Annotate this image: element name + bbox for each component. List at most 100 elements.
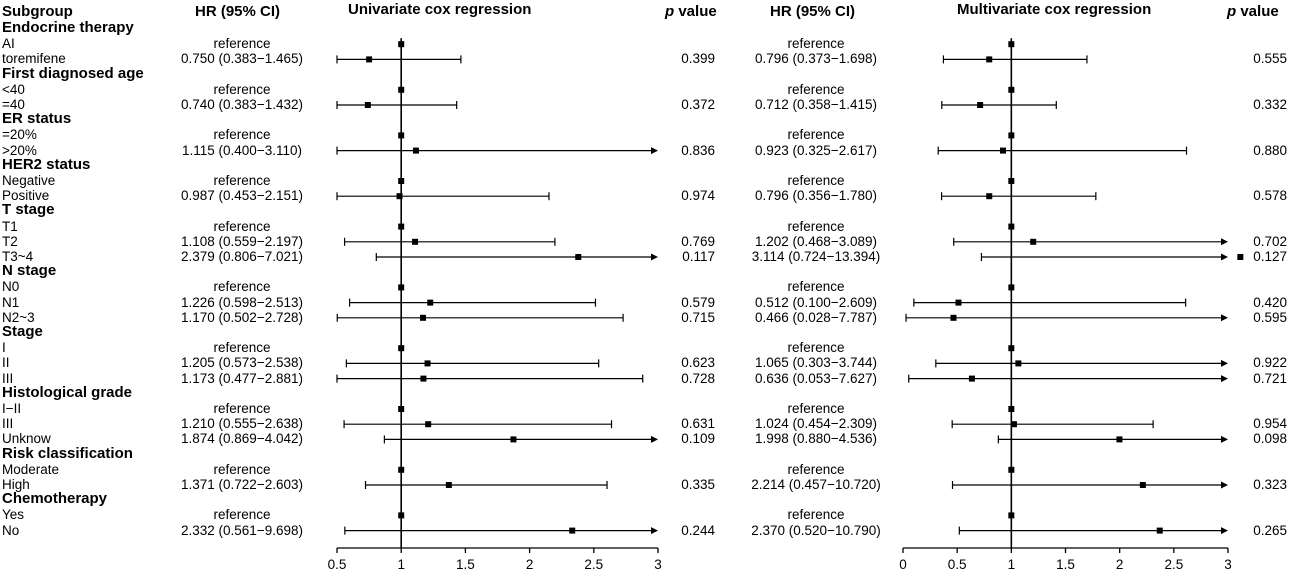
hr-point bbox=[420, 314, 427, 321]
subgroup-label: Yes bbox=[2, 507, 25, 523]
reference-marker bbox=[398, 132, 405, 139]
hr-ci-text: 1.024 (0.454−2.309) bbox=[755, 416, 877, 432]
hr-ci-text: reference bbox=[787, 218, 845, 234]
hr-ci-text: 2.332 (0.561−9.698) bbox=[181, 522, 303, 538]
hr-point bbox=[999, 147, 1006, 154]
p-value: 0.702 bbox=[1253, 233, 1287, 249]
p-value: 0.098 bbox=[1253, 431, 1287, 447]
x-tick-label: 2.5 bbox=[1164, 557, 1183, 572]
x-tick-label: 2.5 bbox=[584, 557, 603, 572]
p-rest: value bbox=[1236, 3, 1279, 20]
x-tick-label: 1 bbox=[397, 557, 405, 572]
p-italic: p bbox=[665, 3, 675, 20]
hr-ci-text: 1.170 (0.502−2.728) bbox=[181, 309, 303, 325]
ci-arrow bbox=[1221, 527, 1228, 535]
subgroup-header: Risk classification bbox=[2, 444, 133, 462]
x-tick-label: 3 bbox=[654, 557, 662, 572]
subgroup-label: High bbox=[2, 477, 30, 492]
hr-point bbox=[424, 360, 431, 367]
ci-arrow bbox=[1221, 359, 1228, 367]
hr-ci-text: 2.214 (0.457−10.720) bbox=[751, 477, 881, 492]
hr-ci-text: reference bbox=[213, 81, 271, 97]
ci-arrow bbox=[651, 435, 658, 443]
p-value: 0.244 bbox=[681, 522, 715, 538]
hr-point bbox=[445, 482, 452, 488]
hr-ci-text: 1.108 (0.559−2.197) bbox=[181, 233, 303, 249]
subgroup-label: III bbox=[2, 416, 14, 432]
ci-arrow bbox=[1221, 481, 1228, 489]
hr-ci-text: 2.370 (0.520−10.790) bbox=[751, 522, 881, 538]
hr-ci-text: 0.466 (0.028−7.787) bbox=[755, 309, 877, 325]
p-italic: p bbox=[1227, 3, 1237, 20]
p-value: 0.555 bbox=[1253, 51, 1287, 67]
subgroup-label: N1 bbox=[2, 294, 20, 310]
header-p-value-multivariate: p value bbox=[1227, 4, 1279, 20]
reference-marker bbox=[1008, 41, 1015, 48]
p-rest: value bbox=[674, 3, 717, 20]
hr-point bbox=[1139, 482, 1146, 488]
ci-arrow bbox=[651, 527, 658, 535]
x-tick-label: 1.5 bbox=[456, 557, 475, 572]
hr-ci-text: 1.371 (0.722−2.603) bbox=[181, 477, 303, 492]
hr-point bbox=[1015, 360, 1022, 367]
hr-ci-text: 1.202 (0.468−3.089) bbox=[755, 233, 877, 249]
subgroup-header: First diagnosed age bbox=[2, 64, 144, 82]
reference-marker bbox=[398, 86, 405, 93]
hr-ci-text: reference bbox=[213, 36, 271, 52]
subgroup-label: T1 bbox=[2, 218, 18, 234]
hr-ci-text: reference bbox=[213, 218, 271, 234]
p-value: 0.578 bbox=[1253, 188, 1287, 204]
hr-ci-text: reference bbox=[787, 81, 845, 97]
hr-ci-text: reference bbox=[213, 461, 271, 477]
hr-point bbox=[1010, 421, 1017, 428]
p-value: 0.109 bbox=[681, 431, 715, 447]
hr-point bbox=[425, 421, 432, 428]
hr-ci-text: reference bbox=[787, 127, 845, 143]
hr-ci-text: 0.987 (0.453−2.151) bbox=[181, 188, 303, 204]
subgroup-label: =40 bbox=[2, 97, 25, 112]
hr-ci-text: 3.114 (0.724−13.394) bbox=[751, 249, 881, 264]
x-tick-label: 0 bbox=[899, 557, 907, 572]
subgroup-header: Histological grade bbox=[2, 383, 133, 401]
hr-point bbox=[1237, 254, 1244, 260]
hr-point bbox=[412, 238, 419, 245]
subgroup-header: ER status bbox=[2, 110, 72, 128]
header-hr-univariate: HR (95% CI) bbox=[195, 3, 281, 20]
p-value: 0.335 bbox=[681, 477, 715, 492]
x-tick-label: 3 bbox=[1224, 557, 1232, 572]
reference-marker bbox=[1008, 178, 1015, 184]
subgroup-label: T3~4 bbox=[2, 249, 34, 264]
p-value: 0.715 bbox=[681, 309, 715, 325]
hr-ci-text: 2.379 (0.806−7.021) bbox=[181, 249, 303, 264]
reference-marker bbox=[1008, 512, 1015, 519]
hr-point bbox=[575, 254, 582, 260]
hr-ci-text: 1.173 (0.477−2.881) bbox=[181, 370, 303, 386]
p-value: 0.399 bbox=[681, 51, 715, 67]
p-value: 0.623 bbox=[681, 355, 715, 371]
reference-marker bbox=[398, 466, 405, 473]
hr-ci-text: reference bbox=[787, 507, 845, 523]
p-value: 0.595 bbox=[1253, 309, 1287, 325]
hr-point bbox=[569, 527, 576, 534]
ci-arrow bbox=[1221, 253, 1228, 261]
reference-marker bbox=[1008, 132, 1015, 139]
subgroup-label: Negative bbox=[2, 173, 56, 188]
hr-point bbox=[986, 193, 993, 200]
subgroup-label: T2 bbox=[2, 233, 18, 249]
subgroup-label: N2~3 bbox=[2, 309, 35, 325]
hr-ci-text: 0.923 (0.325−2.617) bbox=[755, 142, 877, 158]
hr-point bbox=[950, 314, 957, 321]
subgroup-label: >20% bbox=[2, 142, 37, 158]
hr-ci-text: reference bbox=[213, 401, 271, 416]
hr-point bbox=[1116, 436, 1123, 443]
p-value: 0.332 bbox=[1253, 97, 1287, 112]
hr-point bbox=[427, 299, 434, 306]
reference-marker bbox=[1008, 345, 1015, 352]
hr-point bbox=[420, 375, 427, 382]
p-value: 0.728 bbox=[681, 370, 715, 386]
p-value: 0.954 bbox=[1253, 416, 1287, 432]
subgroup-header: Stage bbox=[2, 323, 43, 340]
x-tick-label: 0.5 bbox=[948, 557, 967, 572]
x-tick-label: 0.5 bbox=[328, 557, 347, 572]
x-tick-label: 1 bbox=[1008, 557, 1016, 572]
